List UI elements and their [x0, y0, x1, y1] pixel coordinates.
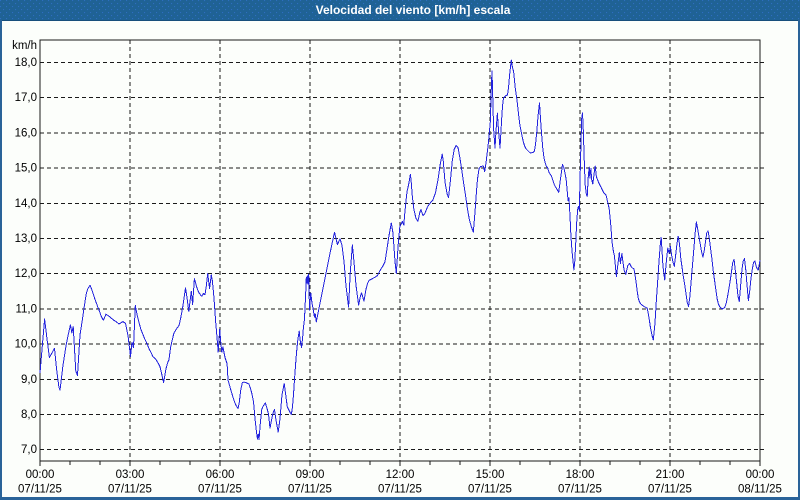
svg-text:07/11/25: 07/11/25: [108, 484, 152, 496]
svg-text:14,0: 14,0: [15, 198, 37, 210]
svg-text:03:00: 03:00: [116, 469, 145, 481]
svg-text:06:00: 06:00: [206, 469, 235, 481]
svg-text:15:00: 15:00: [476, 469, 505, 481]
svg-text:07/11/25: 07/11/25: [288, 484, 332, 496]
svg-text:15,0: 15,0: [15, 163, 37, 175]
svg-text:07/11/25: 07/11/25: [198, 484, 242, 496]
svg-text:12:00: 12:00: [386, 469, 415, 481]
svg-text:7,0: 7,0: [21, 444, 37, 456]
svg-text:km/h: km/h: [12, 40, 37, 52]
svg-text:10,0: 10,0: [15, 339, 37, 351]
svg-text:18:00: 18:00: [566, 469, 595, 481]
svg-text:11,0: 11,0: [15, 303, 37, 315]
svg-text:21:00: 21:00: [656, 469, 685, 481]
svg-text:13,0: 13,0: [15, 233, 37, 245]
svg-text:8,0: 8,0: [21, 409, 37, 421]
svg-text:16,0: 16,0: [15, 127, 37, 139]
svg-text:08/11/25: 08/11/25: [738, 484, 782, 496]
svg-text:18,0: 18,0: [15, 57, 37, 69]
svg-text:9,0: 9,0: [21, 374, 37, 386]
svg-text:00:00: 00:00: [746, 469, 775, 481]
svg-text:07/11/25: 07/11/25: [18, 484, 62, 496]
svg-text:00:00: 00:00: [26, 469, 55, 481]
svg-text:07/11/25: 07/11/25: [468, 484, 512, 496]
svg-text:09:00: 09:00: [296, 469, 325, 481]
svg-text:07/11/25: 07/11/25: [648, 484, 692, 496]
svg-text:07/11/25: 07/11/25: [558, 484, 602, 496]
svg-text:17,0: 17,0: [15, 92, 37, 104]
svg-text:12,0: 12,0: [15, 268, 37, 280]
svg-text:07/11/25: 07/11/25: [378, 484, 422, 496]
